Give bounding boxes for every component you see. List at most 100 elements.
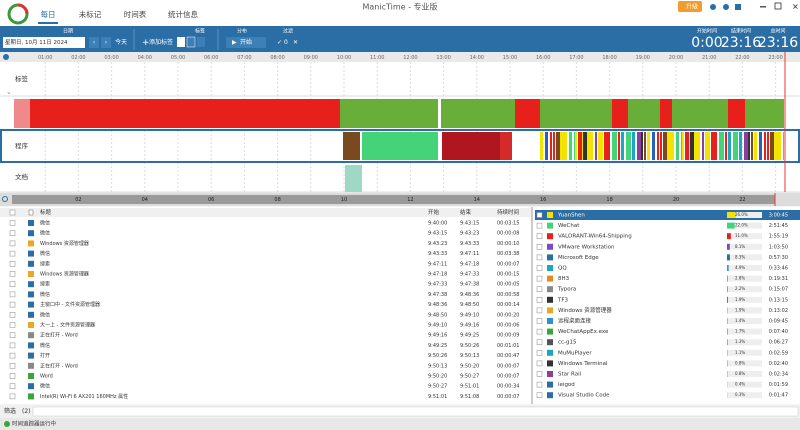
- tab[interactable]: 统计信息: [168, 9, 198, 19]
- upgrade-label[interactable]: 升级: [686, 3, 698, 11]
- checkbox[interactable]: [536, 286, 543, 292]
- duration: 0:02:40: [769, 361, 788, 367]
- percent-bar: [727, 286, 728, 293]
- segment: [340, 99, 438, 128]
- tab[interactable]: 未标记: [79, 9, 102, 19]
- segment: [783, 132, 784, 160]
- percent-track: [727, 233, 762, 240]
- checkbox[interactable]: [9, 220, 16, 226]
- checkbox[interactable]: [9, 271, 16, 277]
- percent-bar: [727, 254, 730, 261]
- percent-track: [727, 307, 762, 314]
- cell: 9:47:11: [428, 261, 447, 267]
- cell: 9:50:13: [428, 363, 447, 369]
- segment: [748, 132, 750, 160]
- checkbox[interactable]: [9, 383, 16, 389]
- view-button[interactable]: [177, 37, 185, 47]
- checkbox[interactable]: [9, 250, 16, 257]
- tab[interactable]: 每日: [41, 9, 56, 19]
- checkbox[interactable]: [536, 212, 543, 218]
- checkbox[interactable]: [536, 297, 543, 303]
- settings-icon[interactable]: [3, 54, 9, 60]
- add-tag-button[interactable]: 添加标签: [149, 38, 173, 46]
- checkbox[interactable]: [9, 261, 16, 267]
- tab[interactable]: 时间表: [124, 9, 147, 19]
- checkbox[interactable]: [536, 233, 543, 239]
- next-button[interactable]: [101, 37, 111, 48]
- start-button[interactable]: [226, 37, 266, 48]
- status-bar: [0, 418, 800, 430]
- checkbox[interactable]: [536, 307, 543, 314]
- checkbox[interactable]: [536, 318, 543, 324]
- today-button[interactable]: 今天: [115, 38, 127, 46]
- filter-input[interactable]: [32, 406, 799, 417]
- checkbox[interactable]: [9, 322, 16, 328]
- app-icon: [547, 307, 553, 314]
- hour-label: 05:00: [171, 55, 185, 61]
- checkbox[interactable]: [9, 342, 16, 349]
- app-rows: YuanShen 26.0% 3:00:45 WeChat 22.0% 2:51:45 VA…: [535, 210, 800, 399]
- collapse-icon[interactable]: ⌄: [6, 88, 12, 96]
- checkbox[interactable]: [9, 209, 16, 216]
- add-icon[interactable]: +: [142, 38, 150, 48]
- checkbox[interactable]: [536, 381, 543, 388]
- cell: 9:50:20: [460, 363, 479, 369]
- splitter[interactable]: [531, 207, 533, 404]
- prev-icon[interactable]: ‹: [93, 39, 95, 46]
- checkbox[interactable]: [9, 301, 16, 308]
- clear-icon[interactable]: ✕: [293, 39, 298, 46]
- hour-label: 07:00: [237, 55, 251, 61]
- app-icon: [547, 349, 553, 356]
- checkbox[interactable]: [9, 393, 16, 400]
- checkbox[interactable]: [536, 254, 543, 261]
- segment: [550, 132, 552, 160]
- segment: [612, 99, 628, 128]
- start-label[interactable]: 开始: [240, 38, 252, 46]
- cell: 9:51:01: [428, 394, 447, 400]
- checkbox[interactable]: [9, 240, 16, 247]
- checkbox[interactable]: [536, 265, 543, 271]
- cell: 9:47:33: [460, 272, 479, 278]
- checkbox[interactable]: [9, 312, 16, 318]
- cell: 00:00:15: [497, 272, 519, 278]
- next-icon[interactable]: ›: [105, 39, 107, 46]
- duration: 0:13:15: [769, 297, 788, 303]
- overview-range[interactable]: [12, 195, 775, 204]
- checkbox[interactable]: [536, 275, 543, 282]
- column-header[interactable]: 结束: [460, 208, 472, 216]
- check-icon[interactable]: ✓: [277, 39, 282, 46]
- checkbox[interactable]: [536, 222, 543, 229]
- column-header[interactable]: 开始: [428, 208, 440, 216]
- upgrade-button[interactable]: [678, 1, 702, 12]
- checkbox[interactable]: [536, 392, 543, 398]
- column-header[interactable]: 标题: [40, 208, 52, 216]
- segment: [663, 132, 667, 160]
- selected-row: [535, 210, 800, 220]
- view-button[interactable]: [197, 37, 205, 47]
- checkbox[interactable]: [9, 281, 16, 287]
- hour-label: 18:00: [602, 55, 616, 61]
- date-box[interactable]: [3, 37, 85, 48]
- checkbox[interactable]: [536, 244, 543, 250]
- cell: 00:00:09: [497, 333, 519, 339]
- checkbox[interactable]: [9, 352, 16, 359]
- view-button[interactable]: [186, 36, 196, 48]
- checkbox[interactable]: [9, 363, 16, 369]
- column-header[interactable]: 持续时间: [497, 208, 519, 216]
- checkbox[interactable]: [9, 291, 16, 298]
- checkbox[interactable]: [9, 230, 16, 236]
- svg-text:✕: ✕: [792, 3, 799, 12]
- search-icon[interactable]: [2, 196, 8, 202]
- play-icon[interactable]: ▶: [232, 39, 237, 46]
- checkbox[interactable]: [536, 360, 543, 367]
- checkbox[interactable]: [9, 373, 16, 379]
- date[interactable]: 星期日, 10月 11日 2024: [5, 39, 68, 46]
- checkbox[interactable]: [536, 371, 543, 377]
- checkbox[interactable]: [536, 328, 543, 335]
- checkbox[interactable]: [536, 350, 543, 356]
- checkbox[interactable]: [9, 332, 16, 338]
- prev-button[interactable]: [89, 37, 99, 48]
- checkbox[interactable]: [536, 339, 543, 345]
- segment: [728, 132, 731, 160]
